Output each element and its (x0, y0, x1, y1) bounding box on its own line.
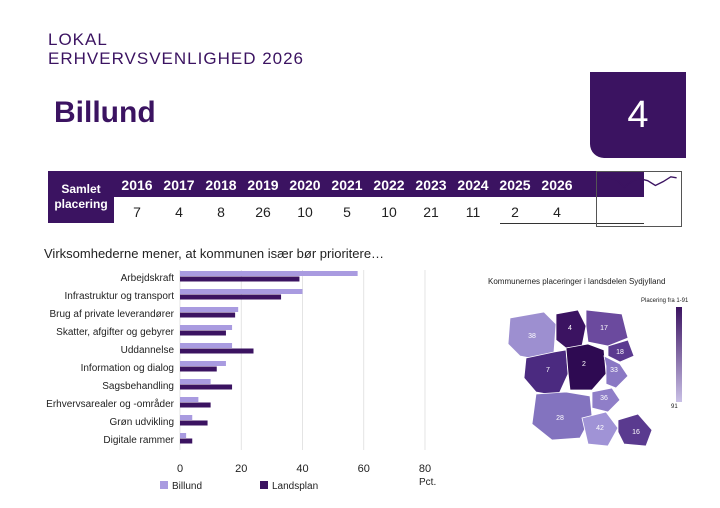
bar-billund (180, 379, 211, 384)
map-region-2 (565, 343, 607, 391)
map-label-2: 2 (582, 361, 586, 368)
ranking-value-cell: 10 (381, 204, 397, 220)
map-title: Kommunernes placeringer i landsdelen Syd… (488, 277, 666, 286)
bar-landsplan (180, 348, 254, 354)
ranking-label: Samlet placering (48, 171, 114, 223)
ranking-year-cell: 2026 (541, 177, 573, 193)
ranking-value-cell: 4 (175, 204, 183, 220)
ranking-value-cell: 26 (255, 204, 271, 220)
map-region-7 (523, 349, 569, 397)
ranking-table: Samlet placering 2016 7 2017 4 2018 8 2019 26 202… (48, 171, 644, 225)
header-line-2: ERHVERVSVENLIGHED 2026 (48, 49, 305, 68)
legend-swatch (160, 481, 168, 489)
category-label: Skatter, afgifter og gebyrer (56, 327, 175, 338)
bar-landsplan (180, 438, 193, 444)
x-tick-label: 60 (358, 463, 370, 475)
ranking-value-cell: 21 (423, 204, 439, 220)
ranking-value-cell: 4 (553, 204, 561, 220)
ranking-divider (500, 223, 644, 224)
ranking-year-cell: 2018 (205, 177, 237, 193)
bar-billund (180, 325, 233, 330)
map-legend-bar (676, 307, 682, 402)
rank-badge: 4 (590, 72, 686, 158)
ranking-years-row (114, 171, 644, 197)
region-map: 38 4 17 18 7 2 33 36 28 42 16 (507, 309, 653, 447)
bar-landsplan (180, 330, 226, 336)
x-tick-label: 20 (235, 463, 247, 475)
bar-landsplan (180, 312, 236, 318)
map-region-18 (607, 339, 635, 363)
ranking-year-cell: 2019 (247, 177, 279, 193)
ranking-year-cell: 2025 (499, 177, 531, 193)
ranking-label-line2: placering (54, 197, 108, 211)
ranking-sparkline (596, 171, 682, 227)
ranking-year-cell: 2016 (121, 177, 153, 193)
bar-billund (180, 361, 226, 366)
bar-billund (180, 397, 199, 402)
category-label: Digitale rammer (103, 435, 174, 446)
bar-billund (180, 271, 358, 276)
ranking-year-cell: 2023 (415, 177, 447, 193)
map-legend-min: 91 (671, 404, 678, 410)
x-unit-label: Pct. (419, 477, 436, 488)
category-label: Infrastruktur og transport (65, 291, 175, 302)
sparkline-line (601, 176, 677, 189)
map-label-4: 4 (568, 325, 572, 332)
legend-swatch (260, 481, 268, 489)
map-region-42 (581, 411, 619, 447)
map-label-28: 28 (556, 415, 564, 422)
bar-landsplan (180, 366, 217, 372)
priority-bar-chart: 0 20 40 60 80 Pct. Arbejdskraft Infrastruktur o… (46, 270, 436, 492)
map-legend-label: Placering fra 1-91 (641, 298, 689, 304)
x-tick-label: 0 (177, 463, 183, 475)
chart-subtitle: Virksomhederne mener, at kommunen især b… (44, 246, 385, 261)
category-label: Information og dialog (81, 363, 174, 374)
ranking-label-line1: Samlet (61, 182, 101, 196)
map-region-36 (591, 387, 621, 413)
category-label: Arbejdskraft (121, 273, 175, 284)
header-line-1: LOKAL (48, 30, 108, 49)
map-label-42: 42 (596, 425, 604, 432)
map-label-38: 38 (528, 333, 536, 340)
bar-landsplan (180, 294, 282, 300)
bar-billund (180, 307, 239, 312)
bar-billund (180, 433, 187, 438)
map-label-17: 17 (600, 325, 608, 332)
ranking-value-cell: 5 (343, 204, 351, 220)
category-label: Brug af private leverandører (49, 309, 174, 320)
category-label: Erhvervsarealer og -områder (46, 398, 174, 410)
x-tick-label: 80 (419, 463, 431, 475)
map-label-18: 18 (616, 349, 624, 356)
ranking-value-cell: 10 (297, 204, 313, 220)
page-title: Billund (54, 96, 156, 129)
ranking-year-cell: 2024 (457, 177, 489, 193)
category-label: Grøn udvikling (110, 417, 174, 428)
bar-landsplan (180, 276, 300, 282)
bar-landsplan (180, 420, 208, 426)
ranking-value-cell: 11 (465, 204, 481, 220)
category-label: Sagsbehandling (102, 381, 174, 392)
ranking-year-cell: 2020 (289, 177, 321, 193)
map-label-36: 36 (600, 395, 608, 402)
bar-landsplan (180, 402, 211, 408)
x-tick-label: 40 (296, 463, 308, 475)
legend-label: Billund (172, 481, 202, 492)
map-label-16: 16 (632, 429, 640, 436)
bar-billund (180, 415, 193, 420)
map-label-7: 7 (546, 367, 550, 374)
ranking-value-cell: 7 (133, 204, 141, 220)
legend-label: Landsplan (272, 481, 318, 492)
bar-billund (180, 343, 233, 348)
map-label-33: 33 (610, 367, 618, 374)
ranking-value-cell: 2 (511, 204, 519, 220)
map-region-16 (617, 413, 653, 447)
ranking-year-cell: 2021 (331, 177, 363, 193)
ranking-value-cell: 8 (217, 204, 225, 220)
bar-landsplan (180, 384, 233, 390)
ranking-year-cell: 2022 (373, 177, 405, 193)
bar-billund (180, 289, 303, 294)
map-region-33 (603, 355, 629, 389)
ranking-year-cell: 2017 (163, 177, 195, 193)
category-label: Uddannelse (121, 345, 175, 356)
